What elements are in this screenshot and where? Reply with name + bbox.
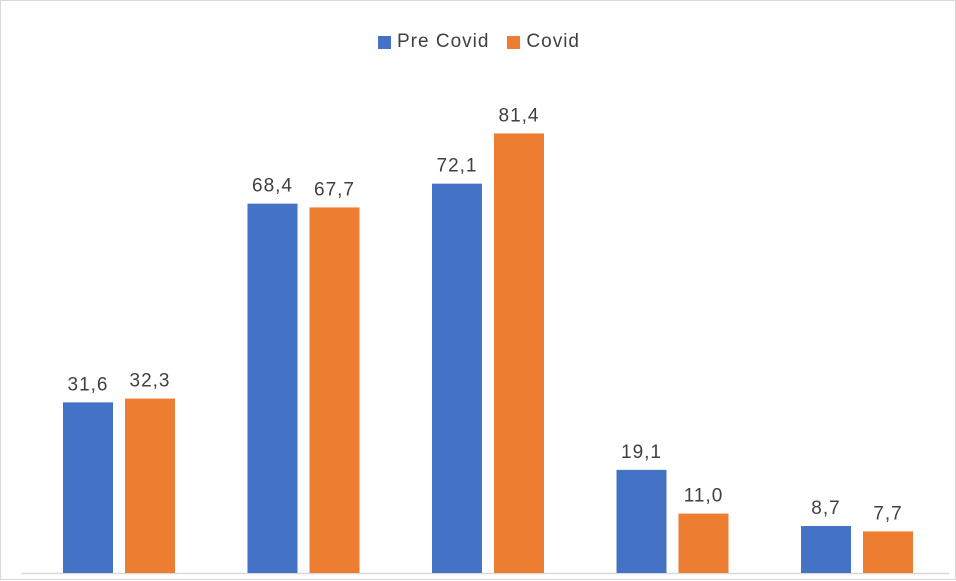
data-label-pre-covid-5: 8,7 bbox=[811, 498, 840, 519]
legend-label-pre-covid: Pre Covid bbox=[397, 31, 490, 52]
data-label-pre-covid-4: 19,1 bbox=[621, 442, 662, 463]
bar-pre-covid-3 bbox=[432, 183, 482, 573]
legend: Pre Covid Covid bbox=[1, 31, 956, 53]
bar-pre-covid-5 bbox=[801, 526, 851, 573]
legend-label-covid: Covid bbox=[526, 31, 580, 52]
bar-covid-4 bbox=[678, 513, 729, 573]
bar-pre-covid-2 bbox=[247, 203, 298, 573]
data-label-pre-covid-1: 31,6 bbox=[68, 374, 109, 395]
legend-item-pre-covid: Pre Covid bbox=[378, 31, 489, 53]
legend-swatch-pre-covid bbox=[378, 35, 391, 49]
data-label-covid-2: 67,7 bbox=[314, 179, 355, 200]
data-label-pre-covid-2: 68,4 bbox=[252, 176, 293, 197]
bar-pre-covid-4 bbox=[616, 469, 667, 573]
bar-covid-3 bbox=[494, 133, 544, 573]
bar-pre-covid-1 bbox=[63, 402, 113, 573]
legend-swatch-covid bbox=[507, 35, 521, 49]
bar-covid-1 bbox=[125, 398, 175, 573]
data-label-covid-4: 11,0 bbox=[684, 486, 724, 507]
bar-covid-5 bbox=[863, 531, 913, 573]
bar-covid-2 bbox=[309, 207, 360, 574]
data-label-covid-3: 81,4 bbox=[499, 105, 540, 126]
legend-item-covid: Covid bbox=[507, 31, 580, 53]
data-label-covid-5: 7,7 bbox=[873, 503, 902, 524]
data-label-pre-covid-3: 72,1 bbox=[437, 156, 478, 177]
data-label-covid-1: 32,3 bbox=[130, 371, 171, 392]
